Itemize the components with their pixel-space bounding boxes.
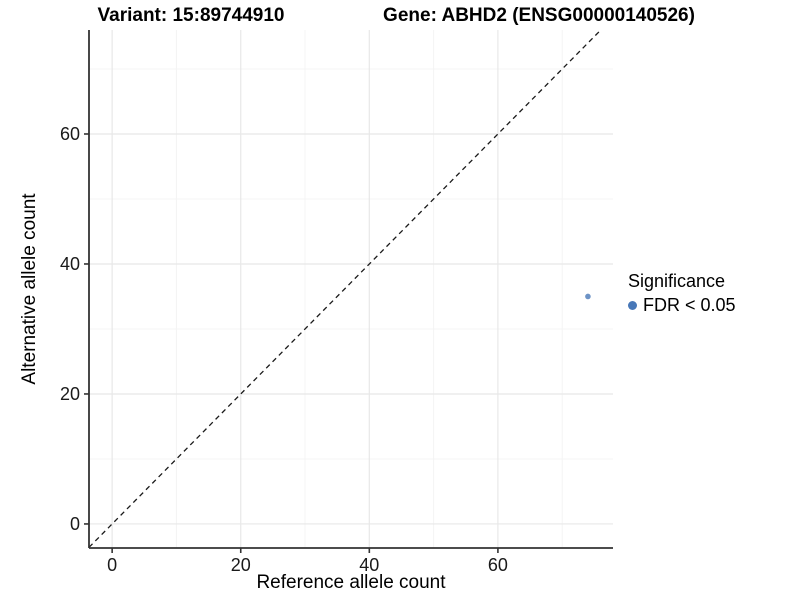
plot-title-gene: Gene: ABHD2 (ENSG00000140526) [383, 5, 695, 26]
x-axis-title: Reference allele count [256, 572, 446, 593]
y-tick-label: 0 [70, 514, 80, 534]
y-tick-label: 20 [60, 384, 80, 404]
x-tick-label: 0 [107, 555, 117, 575]
legend-entry: FDR < 0.05 [628, 295, 736, 316]
legend-entry-label: FDR < 0.05 [643, 295, 736, 315]
legend-point-icon [628, 301, 637, 310]
y-tick-label: 40 [60, 254, 80, 274]
legend-title: Significance [628, 271, 726, 291]
x-tick-label: 60 [488, 555, 508, 575]
y-axis-title: Alternative allele count [19, 193, 40, 385]
identity-dashed-line [88, 29, 602, 548]
legend: Significance FDR < 0.05 [628, 270, 736, 316]
x-tick-label: 40 [359, 555, 379, 575]
x-tick-label: 20 [231, 555, 251, 575]
plot-title-variant: Variant: 15:89744910 [97, 5, 285, 26]
data-point [585, 293, 591, 300]
y-tick-label: 60 [60, 124, 80, 144]
